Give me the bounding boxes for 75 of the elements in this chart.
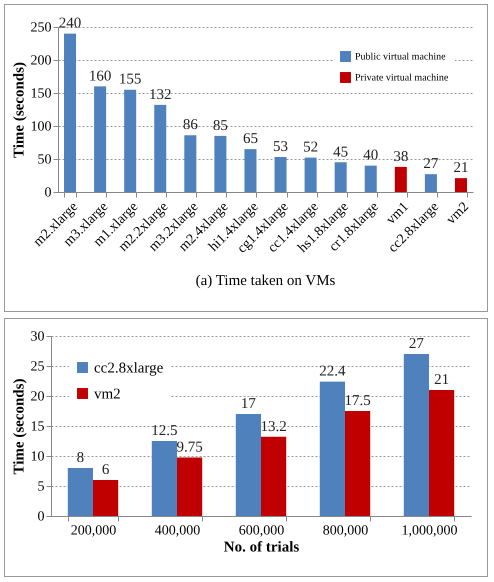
bar [94,86,106,192]
y-tick-label: 30 [30,330,44,344]
legend-label: vm2 [94,386,121,402]
data-label: 13.2 [260,418,287,435]
y-axis-title: Time (seconds) [12,378,28,474]
data-label: 12.5 [151,423,178,439]
y-axis-title: Time (seconds) [12,62,28,158]
y-tick-label: 0 [38,510,44,524]
bar [454,178,467,192]
x-tick-label: 1,000,000 [402,524,458,538]
y-tick-label: 200 [30,54,52,68]
legend-label: Private virtual machine [355,72,449,84]
x-tick-label: 800,000 [322,524,368,538]
data-label: 65 [242,131,258,148]
bar [214,136,226,192]
bar [404,354,429,516]
bar [93,480,118,516]
x-axis-title: No. of trials [224,540,300,556]
x-tick-label: 600,000 [238,524,284,538]
data-label: 27 [423,156,439,172]
bar [64,34,76,192]
data-label: 38 [393,148,408,165]
data-label: 52 [303,140,318,156]
bar [394,166,407,192]
y-tick-label: 25 [30,360,44,374]
data-label: 17 [240,396,256,412]
data-label: 21 [434,372,450,388]
data-label: 17.5 [344,393,371,409]
y-tick-label: 15 [30,420,44,434]
y-tick-label: 100 [30,120,52,134]
y-tick-label: 250 [30,20,52,36]
text: (a) Time taken on VMs [196,273,336,290]
data-label: 155 [118,72,142,88]
bar [236,414,261,516]
bar [274,157,287,192]
y-tick-label: 150 [30,86,52,102]
data-label: 40 [363,148,378,164]
data-label: 9.75 [176,440,203,456]
bar [184,135,196,192]
y-tick-label: 20 [30,390,44,404]
data-label: 45 [333,144,348,160]
x-tick-label: 200,000 [70,524,116,538]
y-tick-label: 5 [38,480,44,494]
legend-label: cc2.8xlarge [94,360,164,376]
data-label: 21 [453,160,468,176]
bar [154,104,166,192]
bar [244,149,256,192]
bar [177,458,202,516]
x-tick-label: 400,000 [154,524,200,538]
bar [68,468,93,516]
data-label: 85 [212,118,228,134]
y-tick-label: 0 [44,186,52,200]
data-label: 240 [58,16,82,32]
bar [364,166,377,192]
data-label: 27 [408,336,424,352]
x-tick-label: vm2 [444,200,472,228]
bar [124,90,136,192]
data-label: 22.4 [319,364,346,380]
bar [429,390,454,516]
legend-label: Public virtual machine [355,52,446,62]
y-tick-label: 50 [38,152,52,168]
data-label: 6 [102,462,110,478]
data-label: 132 [148,86,172,103]
bar [152,441,177,516]
data-label: 160 [88,68,112,84]
bar [304,158,317,192]
bar [334,162,347,192]
data-label: 53 [273,139,288,156]
y-tick-label: 10 [30,450,44,464]
data-label: 86 [182,117,198,134]
bar [320,382,345,516]
data-label: 8 [76,450,84,466]
bar [345,411,370,516]
bar [424,174,437,192]
bar [261,436,286,516]
